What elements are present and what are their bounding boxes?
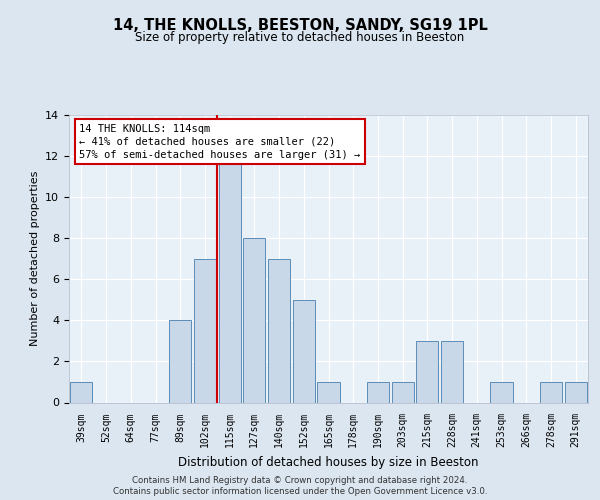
- Y-axis label: Number of detached properties: Number of detached properties: [29, 171, 40, 346]
- Text: Contains HM Land Registry data © Crown copyright and database right 2024.: Contains HM Land Registry data © Crown c…: [132, 476, 468, 485]
- Bar: [243, 238, 265, 402]
- Bar: [293, 300, 315, 402]
- Bar: [317, 382, 340, 402]
- X-axis label: Distribution of detached houses by size in Beeston: Distribution of detached houses by size …: [178, 456, 479, 469]
- Bar: [441, 341, 463, 402]
- Text: 14, THE KNOLLS, BEESTON, SANDY, SG19 1PL: 14, THE KNOLLS, BEESTON, SANDY, SG19 1PL: [113, 18, 487, 32]
- Bar: [194, 259, 216, 402]
- Bar: [70, 382, 92, 402]
- Bar: [367, 382, 389, 402]
- Text: Contains public sector information licensed under the Open Government Licence v3: Contains public sector information licen…: [113, 486, 487, 496]
- Bar: [392, 382, 414, 402]
- Bar: [169, 320, 191, 402]
- Bar: [565, 382, 587, 402]
- Bar: [490, 382, 512, 402]
- Bar: [268, 259, 290, 402]
- Text: 14 THE KNOLLS: 114sqm
← 41% of detached houses are smaller (22)
57% of semi-deta: 14 THE KNOLLS: 114sqm ← 41% of detached …: [79, 124, 361, 160]
- Text: Size of property relative to detached houses in Beeston: Size of property relative to detached ho…: [136, 31, 464, 44]
- Bar: [416, 341, 439, 402]
- Bar: [218, 156, 241, 402]
- Bar: [540, 382, 562, 402]
